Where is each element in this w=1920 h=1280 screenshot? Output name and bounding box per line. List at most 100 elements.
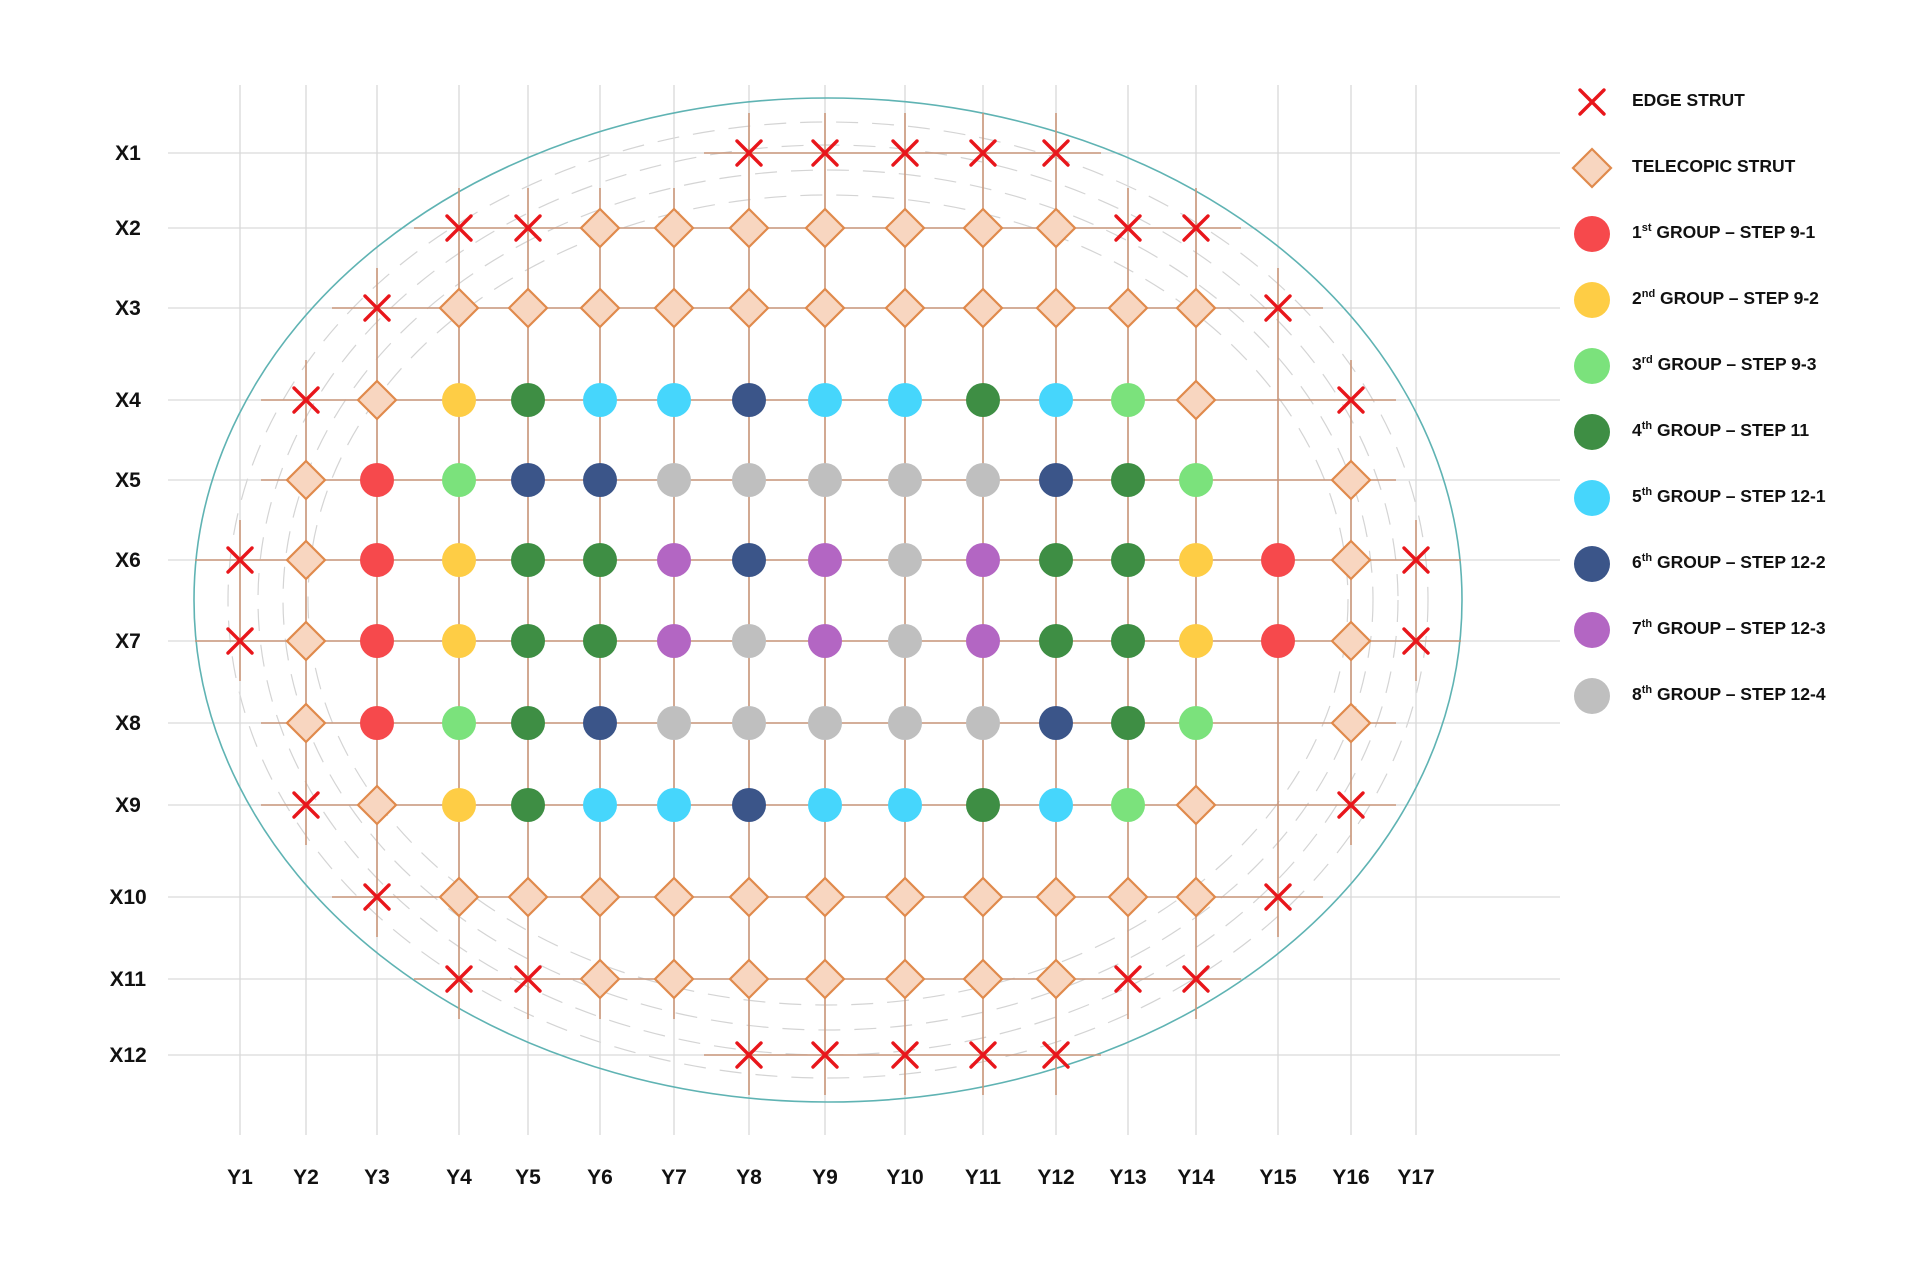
group-3-strut-marker [442,706,476,740]
column-label: Y12 [1037,1166,1074,1189]
telescopic-strut-marker [728,207,770,249]
edge-strut-marker [1337,386,1365,414]
group-7-strut-marker [808,624,842,658]
group-1-strut-marker [360,463,394,497]
telescopic-strut-marker [1035,876,1077,918]
row-label: X8 [115,712,141,735]
legend-ordinal: 5 [1632,486,1642,506]
dashed-ring [307,194,1349,1006]
telescopic-strut-marker [1035,287,1077,329]
edge-strut-marker [1264,883,1292,911]
legend-ordinal-suffix: th [1641,486,1653,499]
legend-label: 7th GROUP – STEP 12-3 [1632,618,1826,639]
edge-strut-marker [1042,1041,1070,1069]
legend-group-6-icon [1574,546,1610,582]
legend-item: 7th GROUP – STEP 12-3 [1570,608,1910,674]
legend-text: EDGE STRUT [1632,90,1745,110]
group-8-strut-marker [732,706,766,740]
legend-ordinal-suffix: th [1641,684,1653,697]
legend-text: GROUP – STEP 9-2 [1655,288,1819,308]
edge-strut-marker [1182,214,1210,242]
legend-text: GROUP – STEP 12-2 [1652,552,1826,572]
legend-group-3-icon [1574,348,1610,384]
telescopic-strut-marker [728,287,770,329]
dashed-contour-rings [227,121,1429,1079]
edge-strut-marker [363,883,391,911]
legend-group-1-icon [1574,216,1610,252]
telescopic-strut-marker [285,539,327,581]
legend-item: TELECOPIC STRUT [1570,146,1910,212]
telescopic-strut-marker [1107,287,1149,329]
group-8-strut-marker [808,463,842,497]
edge-strut-marker [735,139,763,167]
dashed-ring [227,121,1429,1079]
telescopic-strut-marker [653,876,695,918]
legend-group-4-icon [1574,414,1610,450]
group-8-strut-marker [732,463,766,497]
group-4-strut-marker [966,788,1000,822]
edge-strut-marker [363,294,391,322]
telescopic-strut-marker [356,379,398,421]
telescopic-strut-marker [285,702,327,744]
edge-strut-marker [226,627,254,655]
column-label: Y8 [736,1166,762,1189]
telescopic-strut-marker [579,207,621,249]
group-4-strut-marker [511,788,545,822]
group-5-strut-marker [657,383,691,417]
group-3-strut-marker [1111,788,1145,822]
telescopic-strut-marker [653,958,695,1000]
legend-label: 8th GROUP – STEP 12-4 [1632,684,1826,705]
legend-text: GROUP – STEP 9-3 [1652,354,1817,374]
column-label: Y10 [886,1166,923,1189]
row-label: X12 [109,1044,146,1067]
group-8-strut-marker [888,543,922,577]
group-7-strut-marker [966,624,1000,658]
telescopic-strut-marker [804,207,846,249]
telescopic-strut-marker [728,876,770,918]
legend-label: 5th GROUP – STEP 12-1 [1632,486,1826,507]
row-label: X1 [115,142,141,165]
row-label: X7 [115,630,141,653]
telescopic-strut-marker [1330,539,1372,581]
group-4-strut-marker [1039,624,1073,658]
column-label: Y9 [812,1166,838,1189]
legend-text: GROUP – STEP 12-4 [1652,684,1826,704]
telescopic-strut-marker [1035,207,1077,249]
legend-ordinal: 7 [1632,618,1642,638]
row-label: X9 [115,794,141,817]
group-4-strut-marker [511,383,545,417]
telescopic-strut-marker [884,876,926,918]
group-6-strut-marker [732,383,766,417]
group-4-strut-marker [583,624,617,658]
telescopic-strut-marker [579,876,621,918]
group-5-strut-marker [657,788,691,822]
legend-telescopic-strut-icon [1571,147,1613,189]
column-label: Y17 [1397,1166,1434,1189]
legend-circle-icon [1574,612,1610,648]
legend-ordinal-suffix: nd [1641,288,1656,301]
group-3-strut-marker [1111,383,1145,417]
group-3-strut-marker [1179,706,1213,740]
telescopic-strut-marker [1330,459,1372,501]
group-8-strut-marker [966,463,1000,497]
group-4-strut-marker [1111,624,1145,658]
legend-ordinal: 3 [1632,354,1642,374]
telescopic-strut-marker [1107,876,1149,918]
edge-strut-marker [226,546,254,574]
telescopic-strut-marker [507,876,549,918]
row-label: X2 [115,217,141,240]
group-5-strut-marker [583,788,617,822]
dashed-ring [282,169,1374,1031]
column-label: Y4 [446,1166,472,1189]
column-label: Y1 [227,1166,253,1189]
edge-strut-marker [811,1041,839,1069]
group-6-strut-marker [583,463,617,497]
edge-strut-marker [735,1041,763,1069]
group-7-strut-marker [657,624,691,658]
edge-strut-marker [292,386,320,414]
group-4-strut-marker [1111,706,1145,740]
telescopic-strut-marker [884,958,926,1000]
legend-item: 1st GROUP – STEP 9-1 [1570,212,1910,278]
row-label: X4 [115,389,141,412]
group-6-strut-marker [511,463,545,497]
